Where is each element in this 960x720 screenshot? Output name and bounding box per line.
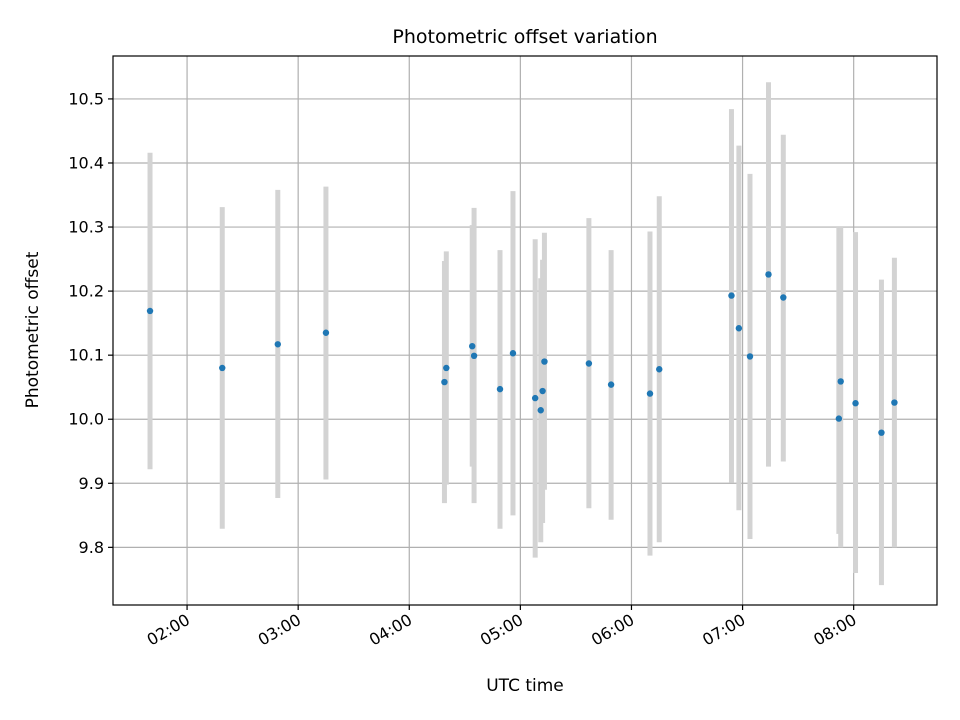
data-point xyxy=(728,292,735,299)
data-point xyxy=(765,271,772,278)
data-point xyxy=(537,407,544,414)
y-tick-label: 10.5 xyxy=(68,89,104,108)
data-point xyxy=(746,353,754,360)
y-tick-label: 10.3 xyxy=(68,218,104,237)
y-tick-label: 9.9 xyxy=(79,474,104,493)
data-point xyxy=(509,350,517,357)
y-tick-label: 10.0 xyxy=(68,410,104,429)
data-point xyxy=(837,378,844,385)
y-axis-ticks: 9.8 9.9 10.0 10.1 10.2 10.3 10.4 10.5 xyxy=(68,89,113,557)
data-point xyxy=(443,364,450,372)
data-point xyxy=(585,360,593,367)
plot-frame xyxy=(112,55,938,606)
data-point xyxy=(891,399,898,406)
data-point xyxy=(539,387,546,395)
x-axis-label: UTC time xyxy=(486,676,564,696)
data-point xyxy=(274,341,281,348)
data-points xyxy=(146,271,898,436)
chart-title: Photometric offset variation xyxy=(392,26,657,48)
data-point xyxy=(469,342,476,350)
data-point xyxy=(531,394,539,402)
data-point xyxy=(441,378,448,386)
data-point xyxy=(852,400,859,407)
data-point xyxy=(835,415,843,422)
data-point xyxy=(646,390,654,397)
data-point xyxy=(496,385,504,393)
data-point xyxy=(219,364,226,372)
data-point xyxy=(735,325,743,332)
y-tick-label: 9.8 xyxy=(79,538,104,557)
data-point xyxy=(878,429,885,436)
data-point xyxy=(607,381,615,388)
y-tick-label: 10.1 xyxy=(68,346,104,365)
data-point xyxy=(470,352,478,360)
y-tick-label: 10.4 xyxy=(68,153,104,172)
data-point xyxy=(656,366,663,373)
data-point xyxy=(146,307,154,315)
data-point xyxy=(322,329,330,336)
y-axis-label: Photometric offset xyxy=(23,251,43,408)
data-point xyxy=(541,358,548,365)
data-point xyxy=(780,294,787,301)
grid xyxy=(113,56,937,605)
y-tick-label: 10.2 xyxy=(68,282,104,301)
